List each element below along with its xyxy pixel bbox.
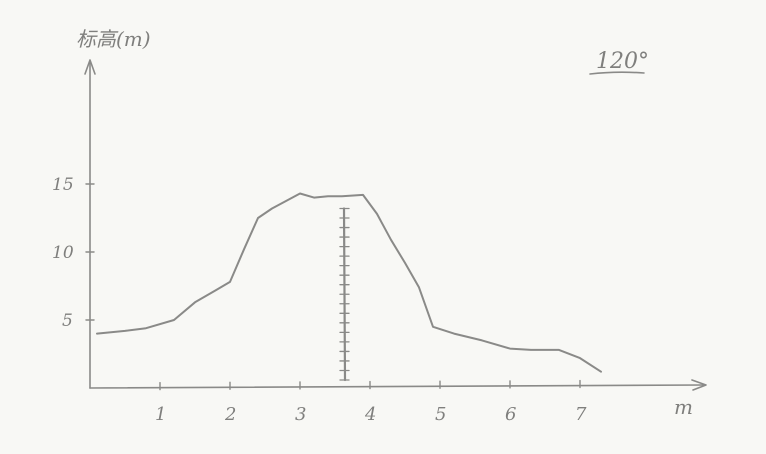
y-axis-title: 标高(m) [76, 27, 151, 51]
y-axis-arrow [84, 59, 96, 75]
x-tick-label: 1 [155, 404, 166, 425]
angle-annotation: 120° [596, 49, 649, 74]
x-tick-label: 4 [364, 404, 376, 425]
x-tick-label: 6 [505, 404, 516, 425]
x-axis-line [89, 384, 705, 389]
x-tick-label: 5 [435, 404, 446, 425]
y-tick-label: 10 [52, 243, 74, 263]
x-axis-title: m [674, 395, 693, 419]
x-tick-label: 7 [575, 404, 587, 425]
terrain-profile-line [96, 192, 602, 373]
x-axis-arrow [691, 379, 707, 391]
y-tick-label: 5 [62, 311, 73, 331]
y-tick-label: 15 [52, 175, 74, 195]
x-tick-label: 3 [295, 404, 306, 425]
angle-underline [589, 71, 645, 75]
x-tick-label: 2 [224, 404, 236, 425]
